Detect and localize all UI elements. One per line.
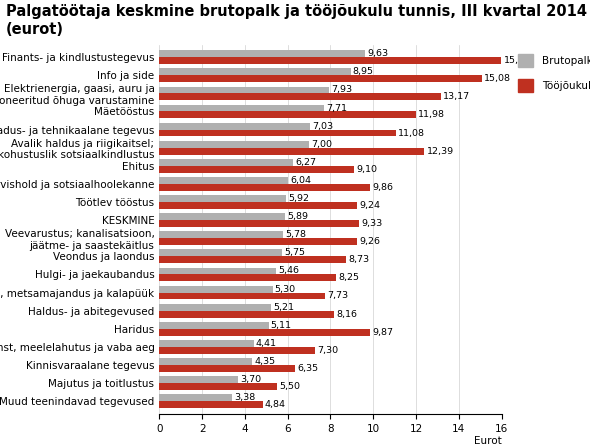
Text: 9,26: 9,26	[359, 237, 381, 246]
Bar	[159, 86, 329, 93]
Bar	[159, 159, 293, 166]
Text: 9,10: 9,10	[356, 165, 377, 174]
Text: Palgatöötaja keskmine brutopalk ja tööjõukulu tunnis, III kvartal 2014 (eurot): Palgatöötaja keskmine brutopalk ja tööjõ…	[6, 4, 587, 37]
Bar	[159, 177, 289, 184]
Text: 4,41: 4,41	[255, 339, 277, 348]
Bar	[159, 394, 232, 401]
Text: 5,78: 5,78	[285, 231, 306, 239]
Text: 6,04: 6,04	[291, 176, 312, 185]
Bar	[159, 329, 371, 336]
Text: 3,70: 3,70	[241, 375, 262, 384]
Bar	[159, 256, 346, 263]
Bar	[159, 202, 357, 209]
Legend: Brutopalk, Tööjõukulu: Brutopalk, Tööjõukulu	[513, 50, 590, 96]
Bar	[159, 340, 254, 347]
Bar	[159, 148, 424, 154]
Text: 4,84: 4,84	[265, 400, 286, 409]
Bar	[159, 292, 324, 299]
Bar	[159, 50, 365, 57]
Bar	[159, 286, 273, 292]
Text: 4,35: 4,35	[254, 357, 276, 366]
Text: 9,33: 9,33	[361, 219, 382, 228]
Text: 5,50: 5,50	[279, 382, 300, 391]
Text: 5,75: 5,75	[284, 248, 306, 257]
Text: 8,73: 8,73	[348, 255, 369, 264]
Text: 5,11: 5,11	[271, 321, 291, 330]
Text: 5,30: 5,30	[275, 285, 296, 294]
Bar	[159, 275, 336, 281]
Text: 6,27: 6,27	[296, 158, 317, 167]
Text: 8,16: 8,16	[336, 310, 357, 319]
Text: 5,92: 5,92	[288, 194, 309, 203]
Text: Eurot: Eurot	[474, 436, 502, 445]
Text: 7,30: 7,30	[317, 346, 339, 355]
Text: 8,95: 8,95	[353, 67, 374, 77]
Bar	[159, 322, 268, 329]
Text: 11,08: 11,08	[398, 129, 425, 138]
Text: 8,25: 8,25	[338, 273, 359, 283]
Bar	[159, 304, 271, 311]
Text: 9,86: 9,86	[372, 183, 394, 192]
Bar	[159, 112, 415, 118]
Text: 7,93: 7,93	[331, 85, 352, 94]
Text: 5,21: 5,21	[273, 303, 294, 312]
Bar	[159, 129, 396, 137]
Bar	[159, 105, 324, 112]
Text: 9,24: 9,24	[359, 201, 380, 210]
Bar	[159, 250, 282, 256]
Text: 7,00: 7,00	[311, 140, 332, 149]
Bar	[159, 238, 358, 245]
Text: 5,89: 5,89	[287, 212, 309, 221]
Bar	[159, 93, 441, 100]
Bar	[159, 311, 334, 318]
Text: 9,87: 9,87	[372, 328, 394, 337]
Bar	[159, 213, 286, 220]
Text: 13,17: 13,17	[443, 92, 470, 101]
Text: 9,63: 9,63	[368, 49, 389, 58]
Bar	[159, 57, 502, 64]
Bar	[159, 75, 482, 82]
Bar	[159, 184, 370, 191]
Bar	[159, 220, 359, 227]
Bar	[159, 195, 286, 202]
Bar	[159, 123, 310, 129]
Text: 5,46: 5,46	[278, 267, 299, 275]
Bar	[159, 231, 283, 238]
Bar	[159, 347, 316, 354]
Text: 15,99: 15,99	[503, 56, 530, 65]
Text: 6,35: 6,35	[297, 364, 319, 373]
Bar	[159, 376, 238, 383]
Bar	[159, 141, 309, 148]
Text: 7,71: 7,71	[326, 104, 348, 113]
Bar	[159, 365, 295, 372]
Text: 11,98: 11,98	[418, 110, 445, 119]
Text: 12,39: 12,39	[427, 147, 454, 156]
Bar	[159, 166, 354, 173]
Text: 7,73: 7,73	[327, 291, 348, 300]
Text: 15,08: 15,08	[484, 74, 511, 83]
Text: 3,38: 3,38	[234, 393, 255, 402]
Text: 7,03: 7,03	[312, 121, 333, 131]
Bar	[159, 267, 276, 275]
Bar	[159, 358, 253, 365]
Bar	[159, 383, 277, 390]
Bar	[159, 69, 350, 75]
Bar	[159, 401, 263, 408]
